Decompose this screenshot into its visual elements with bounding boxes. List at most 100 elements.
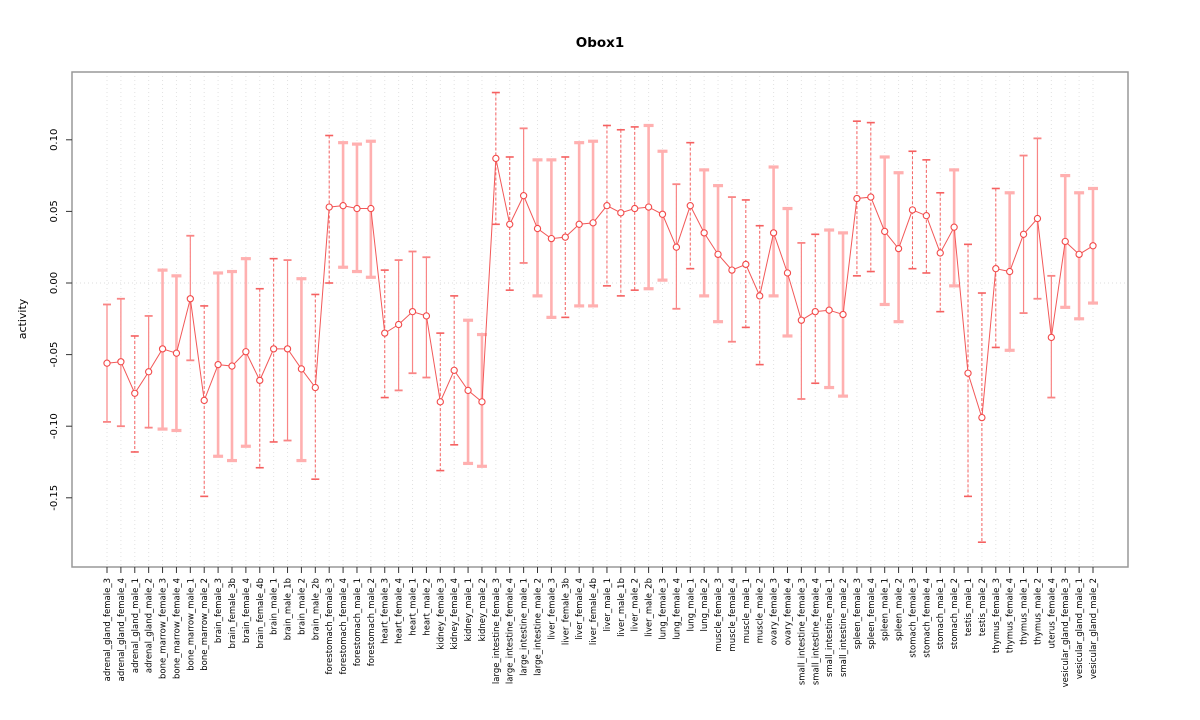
x-tick-label: vesicular_gland_female_3	[1061, 578, 1071, 687]
y-axis-label: activity	[16, 298, 29, 339]
x-tick-label: heart_female_4	[395, 578, 405, 644]
data-point	[894, 244, 903, 253]
data-point	[325, 203, 333, 211]
x-tick-label: kidney_female_3	[436, 578, 446, 650]
x-tick-label: adrenal_gland_male_1	[131, 578, 141, 673]
data-point	[756, 292, 764, 300]
data-point	[575, 220, 583, 228]
x-tick-label: lung_male_1	[686, 578, 696, 632]
x-tick-label: liver_male_2	[631, 578, 641, 631]
x-tick-label: spleen_female_4	[867, 578, 877, 649]
x-tick-label: muscle_female_4	[728, 578, 738, 652]
data-point	[783, 269, 792, 277]
x-tick-label: vesicular_gland_male_1	[1075, 578, 1085, 679]
y-tick-label: -0.10	[49, 413, 60, 439]
x-tick-label: brain_male_2b	[311, 578, 321, 640]
x-tick-label: uterus_female_4	[1047, 578, 1057, 648]
data-point	[394, 320, 403, 329]
data-point	[158, 345, 167, 353]
data-point	[964, 369, 972, 377]
x-tick-label: vesicular_gland_male_2	[1089, 578, 1099, 679]
y-tick-label: 0.05	[49, 200, 60, 222]
data-point	[339, 202, 347, 210]
data-point	[922, 212, 931, 220]
data-point	[186, 295, 194, 303]
data-point	[714, 250, 722, 259]
x-tick-label: liver_male_1b	[617, 578, 627, 637]
data-point	[561, 233, 569, 241]
data-point	[214, 360, 222, 369]
x-tick-label: lung_male_2	[700, 578, 710, 632]
data-point	[436, 398, 444, 406]
x-tick-label: muscle_male_2	[756, 578, 766, 643]
data-point	[1075, 250, 1083, 259]
data-point	[1089, 242, 1097, 250]
x-tick-label: heart_male_2	[422, 578, 432, 636]
data-point	[492, 154, 500, 163]
data-point	[547, 234, 556, 243]
x-tick-label: large_intestine_female_3	[492, 578, 502, 684]
x-tick-label: muscle_male_1	[742, 578, 752, 643]
x-tick-label: testis_male_2	[978, 578, 988, 636]
x-tick-label: stomach_male_1	[936, 578, 946, 650]
data-point	[853, 194, 861, 203]
x-tick-label: kidney_male_2	[478, 578, 488, 641]
data-point	[450, 366, 458, 375]
x-tick-label: brain_male_2	[297, 578, 307, 635]
x-tick-label: liver_female_3b	[561, 578, 571, 645]
y-tick-label: 0.10	[49, 129, 60, 151]
x-tick-label: liver_male_1	[603, 578, 613, 631]
data-point	[381, 329, 389, 337]
data-point	[464, 386, 472, 395]
x-tick-label: forestomach_male_2	[367, 578, 377, 666]
x-tick-label: spleen_male_1	[881, 578, 891, 641]
data-point	[311, 383, 319, 392]
x-tick-label: brain_female_4b	[256, 578, 266, 648]
data-point	[839, 310, 847, 319]
data-point	[992, 265, 1000, 273]
x-tick-label: liver_female_4	[575, 578, 585, 640]
data-point	[867, 193, 875, 201]
data-point	[631, 204, 639, 213]
x-tick-label: small_intestine_male_1	[825, 578, 835, 677]
data-point	[881, 227, 889, 236]
series-line	[106, 158, 1094, 418]
x-tick-label: small_intestine_male_2	[839, 578, 849, 677]
x-tick-label: bone_marrow_male_1	[186, 578, 196, 671]
x-tick-label: large_intestine_female_4	[506, 578, 516, 684]
x-tick-label: thymus_male_2	[1033, 578, 1043, 645]
x-tick-label: liver_female_4b	[589, 578, 599, 645]
data-point	[1019, 230, 1028, 238]
data-point	[589, 219, 597, 227]
data-point	[936, 249, 944, 257]
x-tick-label: adrenal_gland_female_3	[103, 578, 113, 681]
data-point	[769, 229, 778, 237]
data-point	[367, 204, 375, 213]
x-tick-label: forestomach_female_3	[325, 578, 335, 674]
chart-title: Obox1	[576, 35, 625, 51]
x-tick-label: ovary_female_4	[783, 578, 793, 645]
x-tick-label: liver_male_2b	[645, 578, 655, 637]
data-point	[1061, 237, 1069, 246]
data-point	[297, 365, 306, 373]
data-point	[422, 312, 431, 320]
x-tick-label: brain_female_3b	[228, 578, 238, 648]
x-tick-label: small_intestine_female_4	[811, 578, 821, 685]
data-point	[672, 243, 681, 251]
x-tick-label: kidney_female_4	[450, 578, 460, 650]
x-tick-label: heart_male_1	[409, 578, 419, 636]
data-point	[742, 260, 750, 269]
data-point	[228, 362, 236, 370]
data-point	[700, 229, 708, 237]
x-tick-label: spleen_female_3	[853, 578, 863, 649]
data-point	[797, 316, 806, 324]
x-tick-label: lung_female_3	[658, 578, 668, 640]
data-point	[908, 206, 917, 214]
x-tick-label: muscle_female_3	[714, 578, 724, 652]
x-tick-label: large_intestine_male_2	[534, 578, 544, 676]
x-tick-label: bone_marrow_male_2	[200, 578, 210, 671]
x-tick-label: brain_male_1b	[284, 578, 294, 640]
data-point	[283, 345, 292, 353]
